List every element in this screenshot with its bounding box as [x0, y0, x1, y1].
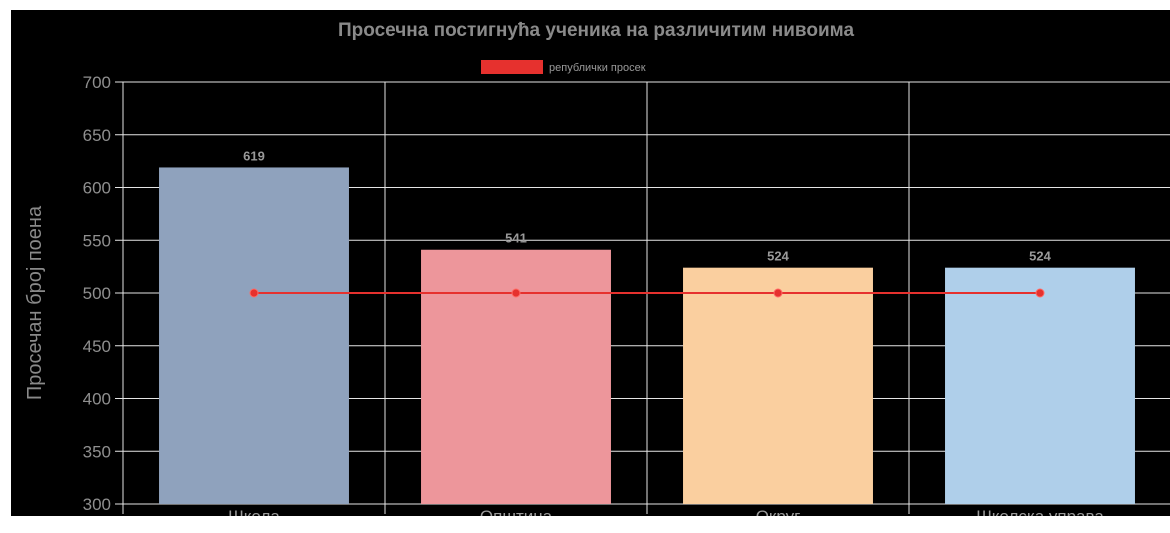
x-tick-label: Школа	[228, 507, 280, 516]
chart-title: Просечна постигнућа ученика на различити…	[338, 20, 854, 41]
chart-panel: 300 350 400 450 500 550 600 650 700 619 Школа 541 Оп…	[11, 10, 1170, 516]
y-axis-title: Просечан број поена	[24, 205, 46, 400]
bar-chart: 300 350 400 450 500 550 600 650 700 619 Школа 541 Оп…	[24, 20, 1170, 516]
y-tick-label: 400	[83, 390, 111, 409]
y-tick-label: 650	[83, 126, 111, 145]
average-point	[511, 288, 521, 298]
bar-value-label: 541	[505, 231, 527, 246]
y-tick-label: 700	[83, 73, 111, 92]
y-tick-label: 500	[83, 284, 111, 303]
labels-layer: 300 350 400 450 500 550 600 650 700 619 Школа 541 Оп…	[83, 73, 1105, 516]
y-tick-label: 300	[83, 495, 111, 514]
bar-3	[683, 267, 873, 504]
y-tick-label: 450	[83, 337, 111, 356]
bar-4	[945, 267, 1135, 504]
x-tick-label: Школска управа	[976, 507, 1104, 516]
y-tick-label: 600	[83, 179, 111, 198]
legend[interactable]: републички просек	[481, 60, 646, 74]
average-line-layer	[249, 288, 1045, 298]
legend-swatch	[481, 60, 543, 74]
bar-value-label: 619	[243, 148, 265, 163]
y-tick-label: 350	[83, 442, 111, 461]
bar-2	[421, 249, 611, 504]
y-tick-label: 550	[83, 231, 111, 250]
bar-value-label: 524	[1029, 249, 1051, 264]
x-tick-label: Округ	[756, 507, 801, 516]
average-point	[1035, 288, 1045, 298]
bar-value-label: 524	[767, 249, 789, 264]
bar-1	[159, 167, 349, 504]
x-tick-label: Општина	[480, 507, 553, 516]
average-point	[249, 288, 259, 298]
legend-label: републички просек	[549, 62, 646, 74]
average-point	[773, 288, 783, 298]
